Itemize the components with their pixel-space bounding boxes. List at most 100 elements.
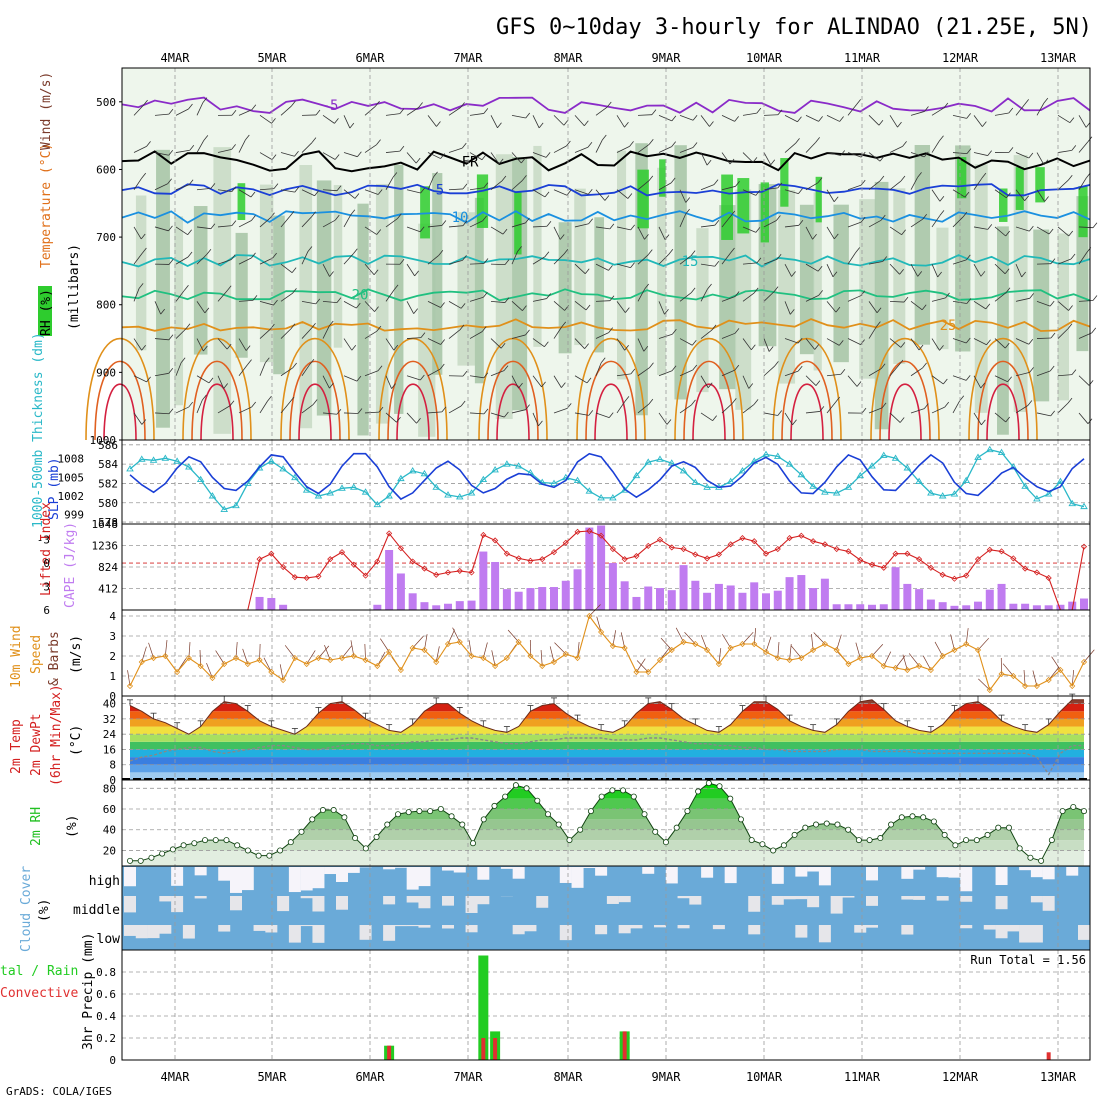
wind-barb	[322, 152, 336, 160]
cloud-gap	[394, 925, 407, 927]
wind-barb	[259, 300, 274, 306]
wind-speed-point	[810, 646, 817, 654]
wind-barb	[511, 180, 523, 191]
rh-band	[130, 840, 1084, 851]
warm-contour	[790, 383, 824, 441]
wind-barb-flag	[798, 220, 804, 226]
wind-barb	[1057, 402, 1069, 414]
thickness-point	[467, 489, 476, 496]
cape-bar	[396, 573, 405, 610]
cloud-gap	[394, 867, 407, 868]
cape-bar	[597, 525, 606, 610]
wind-barb-flag	[959, 395, 965, 401]
wind-barb-flag	[561, 382, 566, 388]
wind-barb	[1078, 226, 1094, 229]
wind-speed-point	[904, 666, 911, 674]
cape-bar	[502, 589, 511, 610]
humidity-column	[1057, 233, 1070, 401]
wind-barb-flag	[734, 116, 739, 122]
cloud-gap	[300, 867, 313, 891]
lifted-index-point	[550, 549, 558, 556]
cape-bar	[1068, 601, 1077, 610]
temp-label-b: 2m DewPt	[29, 713, 44, 776]
humidity-column	[696, 228, 709, 393]
wind-barb	[952, 114, 967, 119]
wind-barb-flag	[923, 403, 929, 409]
wind-barb	[868, 368, 882, 377]
lifted-index-point	[656, 536, 664, 543]
wind-barb	[469, 113, 484, 116]
wind-barb	[679, 292, 692, 302]
cape-bar	[820, 578, 829, 610]
cloud-gap	[277, 896, 290, 912]
wind-speed-point	[150, 654, 157, 662]
tick-label: 0	[109, 690, 116, 703]
wind-barb	[784, 370, 799, 377]
wind-barb	[1078, 300, 1093, 302]
thickness-point	[879, 451, 888, 458]
wind-barb	[469, 187, 484, 191]
cloud-gap	[583, 867, 596, 868]
wind-barb	[175, 149, 190, 153]
wind-barb-flag	[924, 151, 929, 158]
wind-barb-flag	[584, 268, 590, 274]
wind-barb-flag	[336, 297, 342, 303]
wind-barb-flag	[267, 395, 272, 402]
rh2m-point	[791, 831, 798, 838]
wind-barb-flag	[939, 210, 945, 216]
high-humidity-patch	[237, 183, 246, 221]
thickness-point	[903, 464, 912, 471]
humidity-column	[432, 173, 443, 375]
wind-barb	[553, 189, 568, 196]
wind-barb	[616, 373, 631, 377]
thickness-point	[856, 471, 865, 479]
cloud-gap	[182, 925, 195, 939]
wind-barb-flag	[768, 346, 774, 352]
tick-label: 40	[103, 824, 116, 837]
wind-barb-flag	[691, 340, 697, 346]
cloud-gap	[866, 867, 878, 881]
warm-contour	[986, 383, 1020, 441]
warm-contour	[200, 383, 234, 441]
wind-barb-flag	[1005, 287, 1011, 293]
warm-contour	[387, 360, 439, 441]
wind-barb-flag	[188, 401, 194, 408]
wind-barb-flag	[270, 323, 275, 330]
humidity-column	[1033, 229, 1050, 402]
wind-barb-flag	[544, 191, 550, 198]
wind-barb	[931, 406, 945, 414]
rh2m-point	[169, 846, 176, 853]
wind-barb-flag	[498, 158, 504, 165]
rh2m-point	[394, 811, 401, 818]
wind-barb	[1036, 337, 1052, 339]
cloud-gap	[171, 896, 184, 913]
wind-barb	[868, 115, 880, 126]
wind-barb	[154, 372, 169, 377]
wind-barb	[318, 645, 330, 659]
tick-label: 40	[103, 698, 116, 711]
wind-barb	[868, 180, 881, 191]
wind-barb	[206, 663, 213, 679]
temp-band	[130, 703, 1084, 712]
rh2m-point	[577, 826, 584, 833]
lifted-index-point	[480, 531, 487, 539]
rh2m-point	[437, 806, 444, 813]
tick-label: 584	[98, 458, 118, 471]
rh2m-point	[534, 797, 541, 804]
wind-barb-flag	[538, 122, 544, 129]
wind-barb	[902, 654, 908, 671]
wind-barb-flag	[672, 329, 677, 335]
wind-barb	[973, 375, 982, 389]
wind-barb	[658, 182, 672, 191]
temp-band	[130, 757, 1084, 765]
high-humidity-patch	[514, 191, 522, 255]
temp-bands	[130, 699, 1084, 780]
wind-speed-line	[129, 614, 1085, 692]
tick-label: 8	[109, 759, 116, 772]
wind-barb	[973, 263, 982, 277]
wind-barb	[406, 337, 421, 339]
wind-barb	[994, 375, 1008, 383]
wind-barb	[554, 642, 567, 655]
cape-bar	[985, 589, 994, 610]
lifted-index-point	[268, 550, 275, 557]
